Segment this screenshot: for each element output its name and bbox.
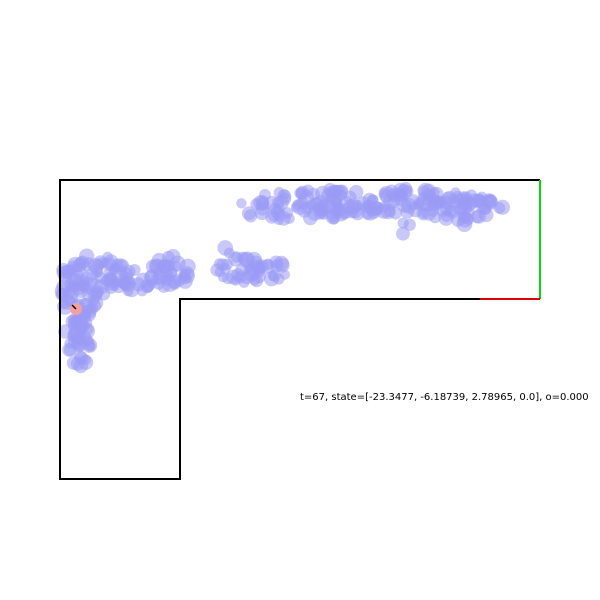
particle [394, 193, 408, 207]
particle [214, 258, 225, 270]
particle [78, 354, 94, 370]
particle [349, 184, 364, 200]
particle [295, 187, 308, 200]
status-readout: t=67, state=[-23.3477, -6.18739, 2.78965… [300, 392, 589, 403]
particle [80, 276, 91, 287]
particle [265, 210, 279, 224]
particle [240, 270, 254, 285]
particle [280, 269, 290, 280]
particle [109, 262, 122, 276]
particle [253, 262, 266, 274]
agent-heading-indicator [71, 304, 77, 310]
particle [165, 249, 181, 264]
particle [72, 336, 87, 352]
particle [378, 186, 395, 202]
particle [283, 213, 295, 225]
particle [471, 209, 487, 224]
particle [445, 204, 460, 219]
particle [135, 272, 151, 288]
particle [92, 259, 104, 271]
particle [69, 323, 86, 340]
particle [64, 337, 76, 349]
particle [427, 205, 440, 217]
particle [179, 266, 195, 281]
particle [58, 299, 70, 310]
particle [63, 284, 80, 300]
particle [56, 262, 70, 277]
particle [230, 275, 242, 286]
particle [270, 259, 284, 273]
particle [397, 217, 409, 229]
particle [366, 194, 379, 206]
particle-cloud [54, 182, 510, 374]
particle [337, 203, 354, 219]
particle [495, 199, 510, 215]
particle [407, 201, 424, 218]
particle [297, 204, 312, 218]
particle [323, 183, 338, 197]
particle [87, 294, 104, 311]
particle [396, 226, 410, 241]
particle [314, 207, 326, 220]
particle [241, 206, 256, 221]
particle [267, 271, 279, 282]
particle [456, 199, 473, 216]
particle [87, 276, 99, 288]
particle [236, 198, 247, 209]
particle [81, 261, 92, 272]
particle [214, 267, 225, 278]
particle [458, 210, 472, 224]
particle [429, 195, 443, 208]
particle [383, 205, 396, 218]
particle [161, 275, 173, 286]
corridor-walls [59, 179, 540, 480]
particle [120, 279, 132, 292]
particle [217, 240, 233, 256]
particle [68, 273, 80, 286]
agent-marker [70, 303, 82, 315]
particle [351, 207, 365, 221]
